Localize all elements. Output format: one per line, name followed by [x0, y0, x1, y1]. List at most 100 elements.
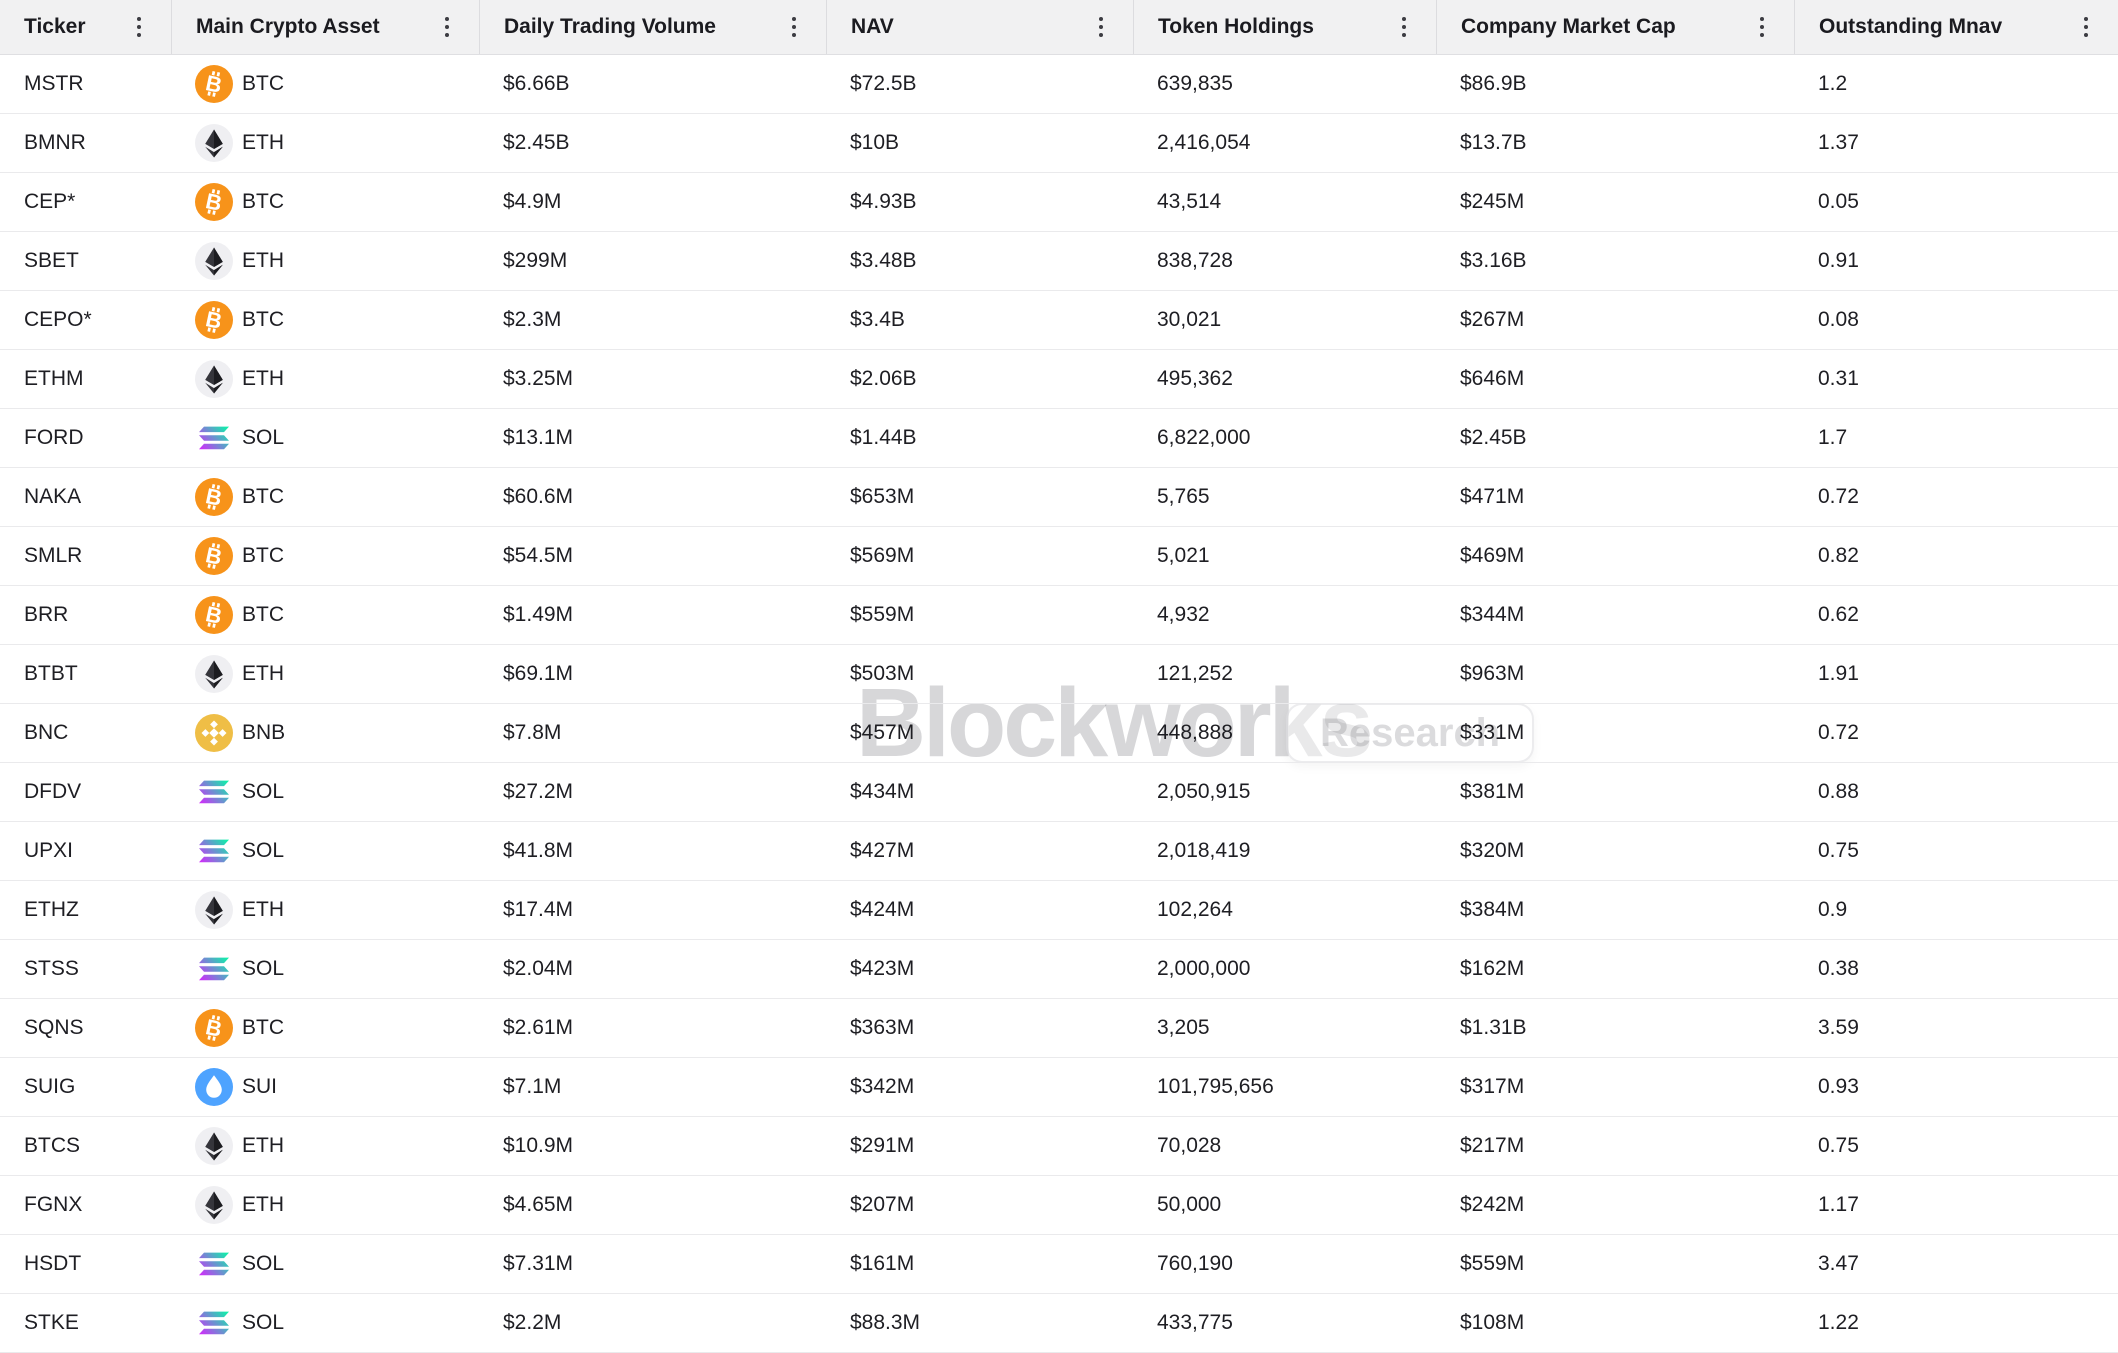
asset-cell: SUI — [171, 1058, 479, 1116]
table-row[interactable]: STKE SOL $2.2M $88.3M 433,775 $108M 1.22 — [0, 1294, 2118, 1353]
nav-cell: $10B — [826, 114, 1133, 172]
mnav-cell: 0.72 — [1794, 468, 2118, 526]
cell-value: MSTR — [24, 72, 84, 95]
sol-icon — [195, 773, 233, 811]
ticker-cell: NAKA — [0, 468, 171, 526]
cell-value: SMLR — [24, 544, 83, 567]
table-row[interactable]: BMNR ETH $2.45B $10B 2,416,054 $13.7B 1.37 — [0, 114, 2118, 173]
svg-text:B: B — [203, 306, 224, 334]
table-row[interactable]: ETHM ETH $3.25M $2.06B 495,362 $646M 0.31 — [0, 350, 2118, 409]
cell-value: $4.9M — [503, 190, 562, 213]
nav-cell: $363M — [826, 999, 1133, 1057]
cell-value: $3.48B — [850, 249, 917, 272]
mnav-cell: 3.59 — [1794, 999, 2118, 1057]
nav-cell: $161M — [826, 1235, 1133, 1293]
cell-value: $1.49M — [503, 603, 574, 626]
cell-value: 0.91 — [1818, 249, 1859, 272]
asset-label: ETH — [242, 898, 284, 921]
column-header-ticker[interactable]: Ticker — [0, 0, 171, 54]
nav-cell: $503M — [826, 645, 1133, 703]
volume-cell: $2.04M — [479, 940, 826, 998]
eth-icon — [195, 891, 233, 929]
asset-label: SOL — [242, 1252, 285, 1275]
column-menu-icon[interactable] — [2078, 12, 2094, 42]
table-row[interactable]: SBET ETH $299M $3.48B 838,728 $3.16B 0.91 — [0, 232, 2118, 291]
nav-cell: $72.5B — [826, 55, 1133, 113]
table-row[interactable]: NAKA B BTC $60.6M $653M 5,765 $471M 0.72 — [0, 468, 2118, 527]
column-menu-icon[interactable] — [1396, 12, 1412, 42]
cell-value: 2,416,054 — [1157, 131, 1251, 154]
table-row[interactable]: BTBT ETH $69.1M $503M 121,252 $963M 1.91 — [0, 645, 2118, 704]
cell-value: 0.9 — [1818, 898, 1848, 921]
market-cap-cell: $317M — [1436, 1058, 1794, 1116]
cell-value: 50,000 — [1157, 1193, 1222, 1216]
cell-value: SQNS — [24, 1016, 84, 1039]
column-label: NAV — [851, 15, 894, 38]
mnav-cell: 1.17 — [1794, 1176, 2118, 1234]
mnav-cell: 3.47 — [1794, 1235, 2118, 1293]
asset-label: SOL — [242, 426, 285, 449]
table-row[interactable]: UPXI SOL $41.8M $427M 2,018,419 $320M 0.75 — [0, 822, 2118, 881]
asset-cell: SOL — [171, 763, 479, 821]
cell-value: $569M — [850, 544, 915, 567]
eth-icon — [195, 655, 233, 693]
nav-cell: $423M — [826, 940, 1133, 998]
table-row[interactable]: FGNX ETH $4.65M $207M 50,000 $242M 1.17 — [0, 1176, 2118, 1235]
column-menu-icon[interactable] — [1754, 12, 1770, 42]
table-row[interactable]: DFDV SOL $27.2M $434M 2,050,915 $381M 0.88 — [0, 763, 2118, 822]
asset-label: SOL — [242, 839, 285, 862]
asset-cell: ETH — [171, 1176, 479, 1234]
column-label: Token Holdings — [1158, 15, 1314, 38]
column-menu-icon[interactable] — [786, 12, 802, 42]
table-row[interactable]: FORD SOL $13.1M $1.44B 6,822,000 $2.45B 1.7 — [0, 409, 2118, 468]
table-row[interactable]: CEP* B BTC $4.9M $4.93B 43,514 $245M 0.05 — [0, 173, 2118, 232]
cell-value: 6,822,000 — [1157, 426, 1251, 449]
asset-label: BNB — [242, 721, 286, 744]
holdings-cell: 433,775 — [1133, 1294, 1436, 1352]
ticker-cell: SQNS — [0, 999, 171, 1057]
cell-value: $2.45B — [1460, 426, 1527, 449]
column-header-volume[interactable]: Daily Trading Volume — [479, 0, 826, 54]
cell-value: 1.17 — [1818, 1193, 1859, 1216]
column-header-nav[interactable]: NAV — [826, 0, 1133, 54]
ticker-cell: STKE — [0, 1294, 171, 1352]
nav-cell: $1.44B — [826, 409, 1133, 467]
cell-value: $381M — [1460, 780, 1525, 803]
column-menu-icon[interactable] — [131, 12, 147, 42]
cell-value: 101,795,656 — [1157, 1075, 1274, 1098]
cell-value: $559M — [1460, 1252, 1525, 1275]
table-row[interactable]: HSDT SOL $7.31M $161M 760,190 $559M 3.47 — [0, 1235, 2118, 1294]
cell-value: HSDT — [24, 1252, 82, 1275]
table-row[interactable]: BTCS ETH $10.9M $291M 70,028 $217M 0.75 — [0, 1117, 2118, 1176]
cell-value: $1.31B — [1460, 1016, 1527, 1039]
cell-value: $423M — [850, 957, 915, 980]
table-row[interactable]: STSS SOL $2.04M $423M 2,000,000 $162M 0.38 — [0, 940, 2118, 999]
nav-cell: $559M — [826, 586, 1133, 644]
column-header-mnav[interactable]: Outstanding Mnav — [1794, 0, 2118, 54]
cell-value: $653M — [850, 485, 915, 508]
column-menu-icon[interactable] — [439, 12, 455, 42]
column-menu-icon[interactable] — [1093, 12, 1109, 42]
ticker-cell: SUIG — [0, 1058, 171, 1116]
table-row[interactable]: BNC BNB $7.8M $457M 448,888 $331M 0.72 — [0, 704, 2118, 763]
ticker-cell: BTBT — [0, 645, 171, 703]
asset-cell: B BTC — [171, 468, 479, 526]
table-row[interactable]: ETHZ ETH $17.4M $424M 102,264 $384M 0.9 — [0, 881, 2118, 940]
market-cap-cell: $86.9B — [1436, 55, 1794, 113]
table-row[interactable]: BRR B BTC $1.49M $559M 4,932 $344M 0.62 — [0, 586, 2118, 645]
cell-value: 3.59 — [1818, 1016, 1859, 1039]
nav-cell: $424M — [826, 881, 1133, 939]
nav-cell: $4.93B — [826, 173, 1133, 231]
table-row[interactable]: SMLR B BTC $54.5M $569M 5,021 $469M 0.82 — [0, 527, 2118, 586]
svg-text:B: B — [203, 542, 224, 570]
table-row[interactable]: SUIG SUI $7.1M $342M 101,795,656 $317M 0.93 — [0, 1058, 2118, 1117]
table-row[interactable]: MSTR B BTC $6.66B $72.5B 639,835 $86.9B 1.2 — [0, 55, 2118, 114]
table-row[interactable]: SQNS B BTC $2.61M $363M 3,205 $1.31B 3.59 — [0, 999, 2118, 1058]
column-header-holdings[interactable]: Token Holdings — [1133, 0, 1436, 54]
column-header-asset[interactable]: Main Crypto Asset — [171, 0, 479, 54]
cell-value: $27.2M — [503, 780, 574, 803]
cell-value: $4.93B — [850, 190, 917, 213]
column-header-market_cap[interactable]: Company Market Cap — [1436, 0, 1794, 54]
table-row[interactable]: CEPO* B BTC $2.3M $3.4B 30,021 $267M 0.08 — [0, 291, 2118, 350]
cell-value: BRR — [24, 603, 69, 626]
